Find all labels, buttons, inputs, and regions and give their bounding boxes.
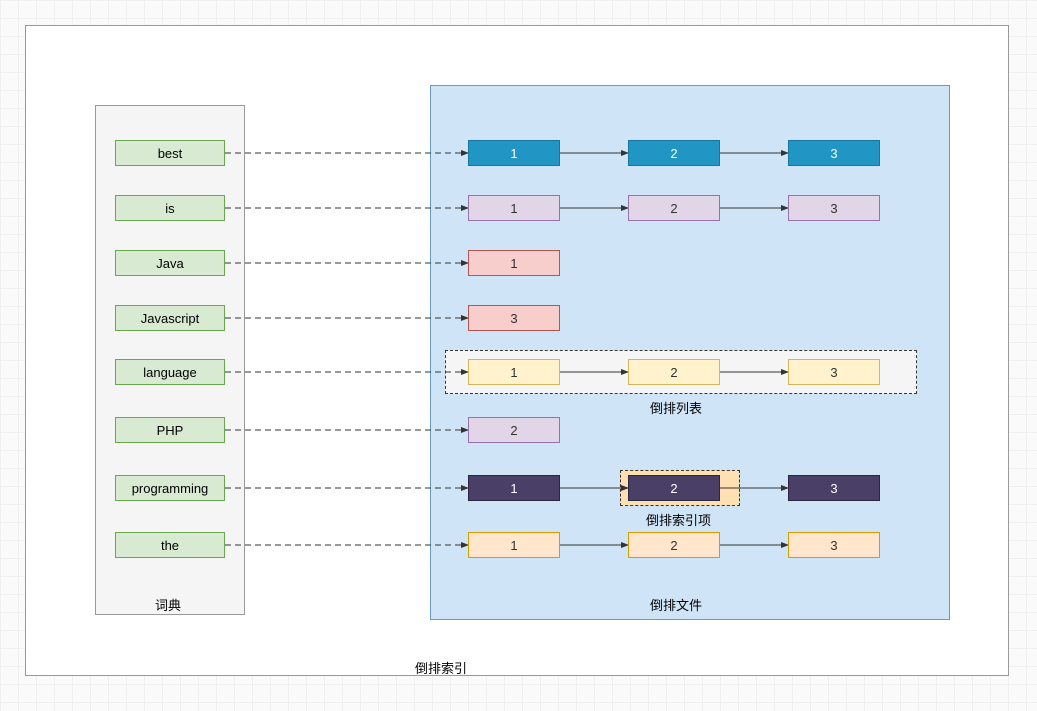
posting-box: 2 [628, 140, 720, 166]
posting-box: 1 [468, 359, 560, 385]
posting-box: 1 [468, 532, 560, 558]
posting-box: 1 [468, 475, 560, 501]
posting-box: 1 [468, 195, 560, 221]
posting-box: 3 [788, 475, 880, 501]
main-label: 倒排索引 [415, 658, 467, 677]
posting-box: 2 [468, 417, 560, 443]
posting-box: 2 [628, 359, 720, 385]
list-label: 倒排列表 [650, 398, 702, 417]
posting-box: 1 [468, 140, 560, 166]
word-box: Java [115, 250, 225, 276]
word-box: the [115, 532, 225, 558]
posting-box: 2 [628, 532, 720, 558]
diagram-canvas: best 1 2 3 is 1 2 3 Java 1 Javascript 3 language 1 2 3 P… [0, 0, 1037, 711]
posting-box: 2 [628, 195, 720, 221]
posting-box: 3 [788, 359, 880, 385]
word-box: language [115, 359, 225, 385]
dict-label: 词典 [155, 595, 181, 614]
posting-box: 2 [628, 475, 720, 501]
posting-box: 3 [788, 195, 880, 221]
posting-box: 3 [788, 532, 880, 558]
file-label: 倒排文件 [650, 595, 702, 614]
word-box: is [115, 195, 225, 221]
word-box: Javascript [115, 305, 225, 331]
posting-box: 3 [788, 140, 880, 166]
item-label: 倒排索引项 [646, 510, 711, 529]
word-box: programming [115, 475, 225, 501]
posting-box: 3 [468, 305, 560, 331]
word-box: PHP [115, 417, 225, 443]
posting-box: 1 [468, 250, 560, 276]
word-box: best [115, 140, 225, 166]
